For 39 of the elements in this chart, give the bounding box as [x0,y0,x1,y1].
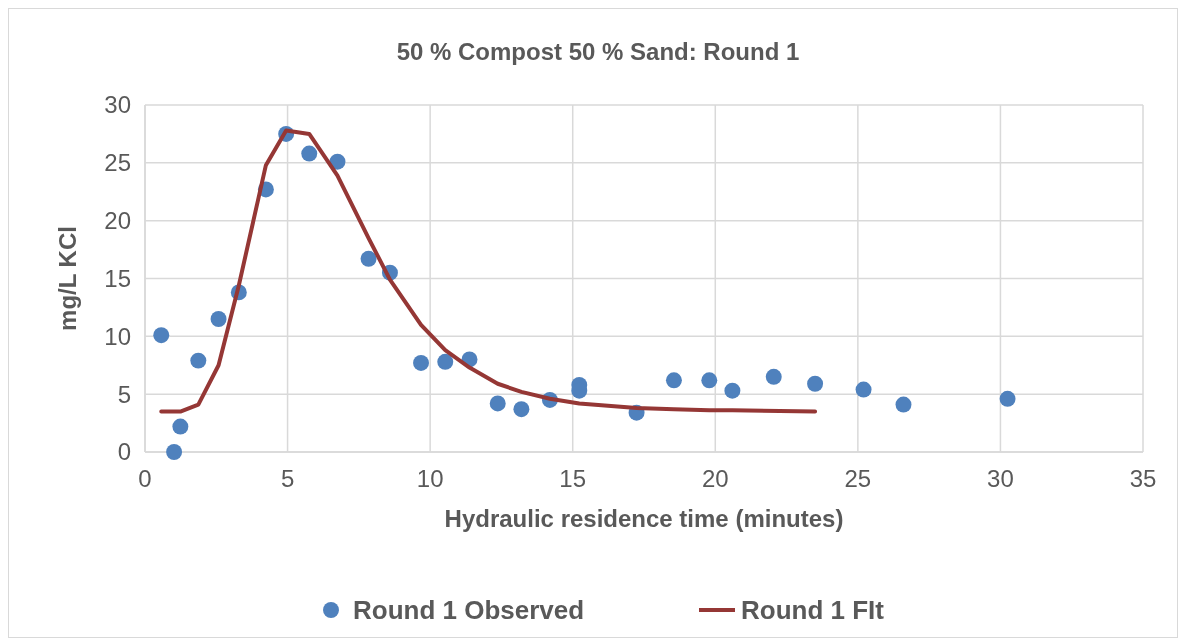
x-tick-label: 35 [1129,465,1157,492]
y-tick-label: 25 [104,149,131,177]
chart-title: 50 % Compost 50 % Sand: Round 1 [396,38,800,65]
point [765,368,782,385]
legend-label: Round 1 FIt [741,595,885,626]
point [724,382,741,399]
y-tick-label: 5 [117,380,131,408]
point [190,352,207,369]
x-tick-label: 0 [138,465,152,492]
point [807,375,824,392]
point [301,145,318,162]
point [172,418,189,435]
point [166,444,183,460]
point [437,353,454,370]
point [360,250,377,267]
point [855,381,872,398]
x-tick-label: 5 [280,465,295,492]
point [489,395,506,412]
point [513,401,530,418]
point [999,390,1016,407]
legend-label: Round 1 Observed [353,595,585,626]
point [895,396,912,413]
y-tick-label: 0 [117,438,131,466]
point [665,372,682,389]
point [413,354,429,371]
y-tick-label: 20 [104,207,131,235]
x-tick-label: 25 [844,465,872,492]
x-tick-label: 15 [559,465,587,492]
point [153,327,170,344]
point [701,372,718,389]
x-tick-label: 30 [987,465,1014,492]
x-tick-label: 20 [701,465,729,492]
y-axis-title: mg/L KCl [54,226,81,331]
y-tick-label: 30 [104,91,131,119]
x-axis-title: Hydraulic residence time (minutes) [444,505,844,532]
point [210,311,227,327]
x-tick-label: 10 [416,465,444,492]
y-tick-label: 10 [104,322,131,350]
y-tick-label: 15 [104,264,131,292]
